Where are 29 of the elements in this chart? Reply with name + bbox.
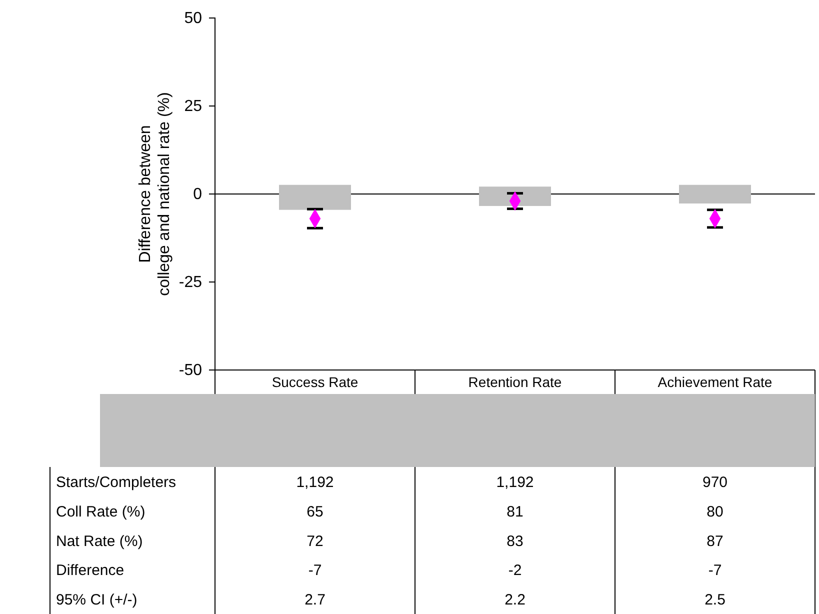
x-tick-label: Success Rate xyxy=(272,374,358,390)
text: 87 xyxy=(706,532,724,550)
text: Starts/Completers xyxy=(56,474,176,491)
y-axis-title: Difference between college and national rate (%) xyxy=(137,92,173,296)
text: 80 xyxy=(706,503,724,520)
text: 2.2 xyxy=(504,592,526,609)
text: 2.5 xyxy=(704,592,726,609)
text: 72 xyxy=(306,532,324,550)
text: 95% CI (+/-) xyxy=(56,592,138,609)
text: 65 xyxy=(306,503,324,520)
text: 2.7 xyxy=(304,592,326,609)
data-label: -7 xyxy=(308,562,322,580)
text: Difference xyxy=(56,562,124,580)
text: 970 xyxy=(702,474,728,491)
x-tick-label: Retention Rate xyxy=(468,374,562,390)
text: 1,192 xyxy=(296,474,334,491)
text: Nat Rate (%) xyxy=(56,532,143,550)
y-tick-label: -50 xyxy=(178,362,202,380)
text: Coll Rate (%) xyxy=(56,503,146,520)
text: 1,192 xyxy=(496,474,534,491)
y-tick-label: 0 xyxy=(193,186,202,204)
data-label: -7 xyxy=(708,562,722,580)
text: 81 xyxy=(506,503,524,520)
y-tick-label: 25 xyxy=(184,98,202,116)
data-label: -2 xyxy=(508,562,522,580)
text: 83 xyxy=(506,532,524,550)
x-tick-label: Achievement Rate xyxy=(658,374,772,390)
y-tick-label: 50 xyxy=(184,10,202,28)
y-tick-label: -25 xyxy=(178,274,202,292)
